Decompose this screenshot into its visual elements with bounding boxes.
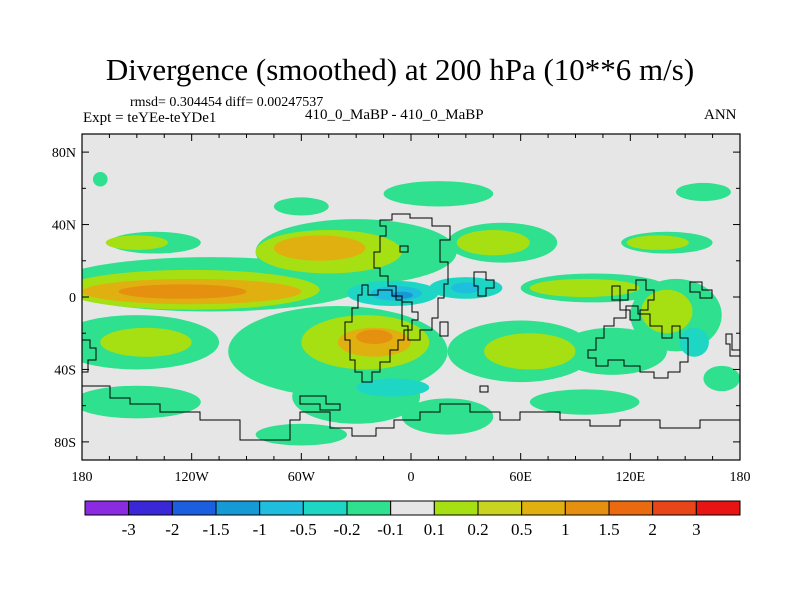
colorbar-swatch-11 xyxy=(564,500,610,516)
contour-region-0 xyxy=(92,172,108,187)
y-tick-label-1: 40N xyxy=(52,219,76,234)
coastline-new-guinea xyxy=(689,281,713,299)
colorbar-swatch-10 xyxy=(521,500,566,516)
contour-region-19 xyxy=(255,423,348,446)
contour-region-35 xyxy=(356,329,393,345)
x-tick-label-2: 60W xyxy=(288,470,316,485)
coastline-new-zealand xyxy=(725,333,740,357)
contour-region-26 xyxy=(529,278,640,298)
contour-region-38 xyxy=(356,378,430,397)
coastline-island-small xyxy=(399,245,409,253)
colorbar-swatch-4 xyxy=(259,500,304,516)
coastline-arabia xyxy=(473,271,495,297)
contour-region-15 xyxy=(82,385,201,419)
experiment-text: Expt = teYEe-teYDe1 xyxy=(83,110,217,126)
colorbar-label-4: -0.5 xyxy=(290,520,317,539)
colorbar-swatch-13 xyxy=(652,500,697,516)
contour-region-1 xyxy=(383,181,494,207)
contour-region-14 xyxy=(557,327,667,375)
x-tick-label-3: 0 xyxy=(408,470,415,485)
stats-text: rmsd= 0.304454 diff= 0.00247537 xyxy=(130,95,324,110)
colorbar-swatch-14 xyxy=(695,500,741,516)
contour-region-21 xyxy=(105,235,168,250)
coastline-south-america xyxy=(344,284,419,383)
colorbar-label-9: 0.5 xyxy=(511,520,532,539)
contour-region-34 xyxy=(118,284,247,299)
colorbar-label-1: -2 xyxy=(165,520,179,539)
colorbar-swatch-7 xyxy=(390,500,435,516)
colorbar-label-13: 3 xyxy=(692,520,701,539)
colorbar: -3 -2 -1.5 -1 -0.5 -0.2 -0.1 0.1 0.2 0.5 1 1.5 2 3 xyxy=(84,500,741,539)
contour-region-30 xyxy=(100,327,192,357)
case-text: 410_0_MaBP - 410_0_MaBP xyxy=(305,107,484,123)
coastline-madagascar xyxy=(439,321,449,337)
colorbar-label-2: -1.5 xyxy=(203,520,230,539)
colorbar-label-12: 2 xyxy=(648,520,657,539)
coastline-africa xyxy=(373,213,451,341)
coastline-antarctic-peninsula xyxy=(299,395,341,411)
coastlines xyxy=(82,213,740,441)
contour-region-32 xyxy=(273,235,366,261)
x-tick-label-5: 120E xyxy=(616,470,646,485)
colorbar-swatch-5 xyxy=(302,500,348,516)
colorbar-label-0: -3 xyxy=(122,520,136,539)
contour-region-29 xyxy=(484,333,576,370)
colorbar-label-5: -0.2 xyxy=(334,520,361,539)
axes: 180 120W 60W 0 60E 120E 180 80N 40N 0 40S 80S xyxy=(52,134,751,485)
colorbar-label-6: -0.1 xyxy=(377,520,404,539)
colorbar-swatch-0 xyxy=(84,500,130,516)
coastline-island-south xyxy=(479,385,489,393)
contour-region-18 xyxy=(529,389,640,415)
contour-region-27 xyxy=(641,289,693,334)
coastline-australia xyxy=(587,305,689,379)
coastline-north-america-fragment xyxy=(82,339,97,373)
contour-region-2 xyxy=(676,182,731,202)
colorbar-swatch-8 xyxy=(433,500,479,516)
colorbar-swatch-3 xyxy=(215,500,261,516)
contour-region-22 xyxy=(626,235,689,250)
y-tick-label-2: 0 xyxy=(69,291,76,306)
season-label: ANN xyxy=(704,107,737,123)
colorbar-label-7: 0.1 xyxy=(424,520,445,539)
y-tick-label-4: 80S xyxy=(54,436,76,451)
colorbar-swatch-6 xyxy=(346,500,392,516)
x-tick-label-6: 180 xyxy=(730,470,751,485)
colorbar-swatch-9 xyxy=(477,500,523,516)
contour-fills xyxy=(82,172,740,446)
colorbar-swatch-2 xyxy=(171,500,217,516)
colorbar-label-3: -1 xyxy=(253,520,267,539)
x-tick-label-4: 60E xyxy=(509,470,532,485)
contour-region-25 xyxy=(456,229,530,256)
y-tick-label-0: 80N xyxy=(52,146,76,161)
colorbar-label-8: 0.2 xyxy=(467,520,488,539)
contour-region-3 xyxy=(273,197,329,216)
y-tick-label-3: 40S xyxy=(54,363,76,378)
colorbar-label-10: 1 xyxy=(561,520,570,539)
contour-region-39 xyxy=(679,327,709,357)
contour-region-16 xyxy=(292,369,421,424)
x-tick-label-1: 120W xyxy=(175,470,210,485)
coastline-southeast-asia xyxy=(611,279,655,321)
x-tick-label-0: 180 xyxy=(72,470,93,485)
contour-region-41 xyxy=(451,282,481,294)
contour-region-20 xyxy=(703,365,740,392)
colorbar-swatch-1 xyxy=(128,500,173,516)
coastline-antarctica xyxy=(82,385,740,441)
colorbar-swatch-12 xyxy=(608,500,654,516)
chart-title: Divergence (smoothed) at 200 hPa (10**6 … xyxy=(105,52,695,87)
colorbar-label-11: 1.5 xyxy=(598,520,619,539)
